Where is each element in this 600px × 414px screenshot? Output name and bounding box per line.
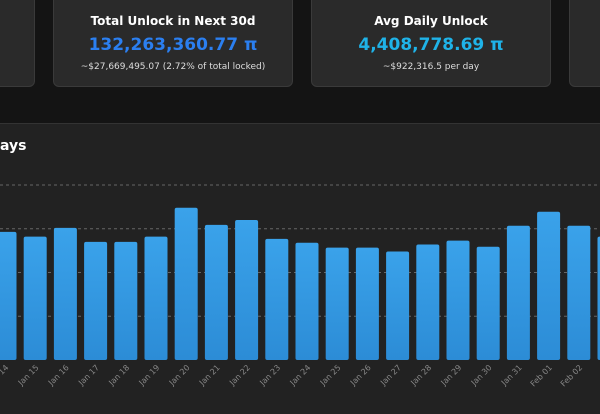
x-tick-label: Jan 20 bbox=[167, 363, 192, 388]
x-tick-label: Jan 26 bbox=[348, 363, 373, 388]
bar bbox=[175, 208, 198, 360]
x-tick-label: Jan 30 bbox=[469, 363, 494, 388]
x-tick-label: Jan 24 bbox=[288, 363, 313, 388]
x-tick-label: Jan 14 bbox=[0, 363, 10, 388]
bar bbox=[145, 237, 168, 360]
bar bbox=[265, 239, 288, 360]
x-tick-label: Jan 25 bbox=[318, 363, 343, 388]
bar bbox=[296, 243, 319, 360]
bar bbox=[447, 241, 470, 360]
x-tick-label: Jan 16 bbox=[46, 363, 71, 388]
x-tick-label: Jan 28 bbox=[408, 363, 433, 388]
x-tick-label: Jan 17 bbox=[76, 363, 101, 388]
bar bbox=[0, 232, 17, 360]
x-tick-label: Jan 18 bbox=[106, 363, 131, 388]
x-tick-label: Jan 22 bbox=[227, 363, 252, 388]
bar bbox=[24, 237, 47, 360]
bar bbox=[477, 247, 500, 360]
bar bbox=[326, 248, 349, 360]
bar bbox=[84, 242, 107, 360]
bar bbox=[114, 242, 137, 360]
x-tick-label: Jan 27 bbox=[378, 363, 403, 388]
x-tick-label: Jan 23 bbox=[257, 363, 282, 388]
x-tick-label: Jan 19 bbox=[137, 363, 162, 388]
x-tick-label: Jan 21 bbox=[197, 363, 222, 388]
bar bbox=[507, 226, 530, 360]
x-tick-label: Feb 01 bbox=[529, 363, 554, 388]
x-tick-label: Jan 31 bbox=[499, 363, 524, 388]
chart-title: ays bbox=[0, 138, 26, 154]
bar bbox=[386, 252, 409, 361]
bar bbox=[54, 228, 77, 360]
bar bbox=[356, 248, 379, 360]
x-tick-label: Jan 29 bbox=[439, 363, 464, 388]
x-tick-label: Jan 15 bbox=[16, 363, 41, 388]
bar bbox=[537, 212, 560, 360]
x-tick-label: Feb 02 bbox=[559, 363, 584, 388]
bar bbox=[416, 245, 439, 361]
page: {"cards": [ {"title": "Total Unlock in N… bbox=[0, 0, 600, 400]
bar bbox=[567, 226, 590, 360]
bar bbox=[205, 225, 228, 360]
bar bbox=[235, 220, 258, 360]
